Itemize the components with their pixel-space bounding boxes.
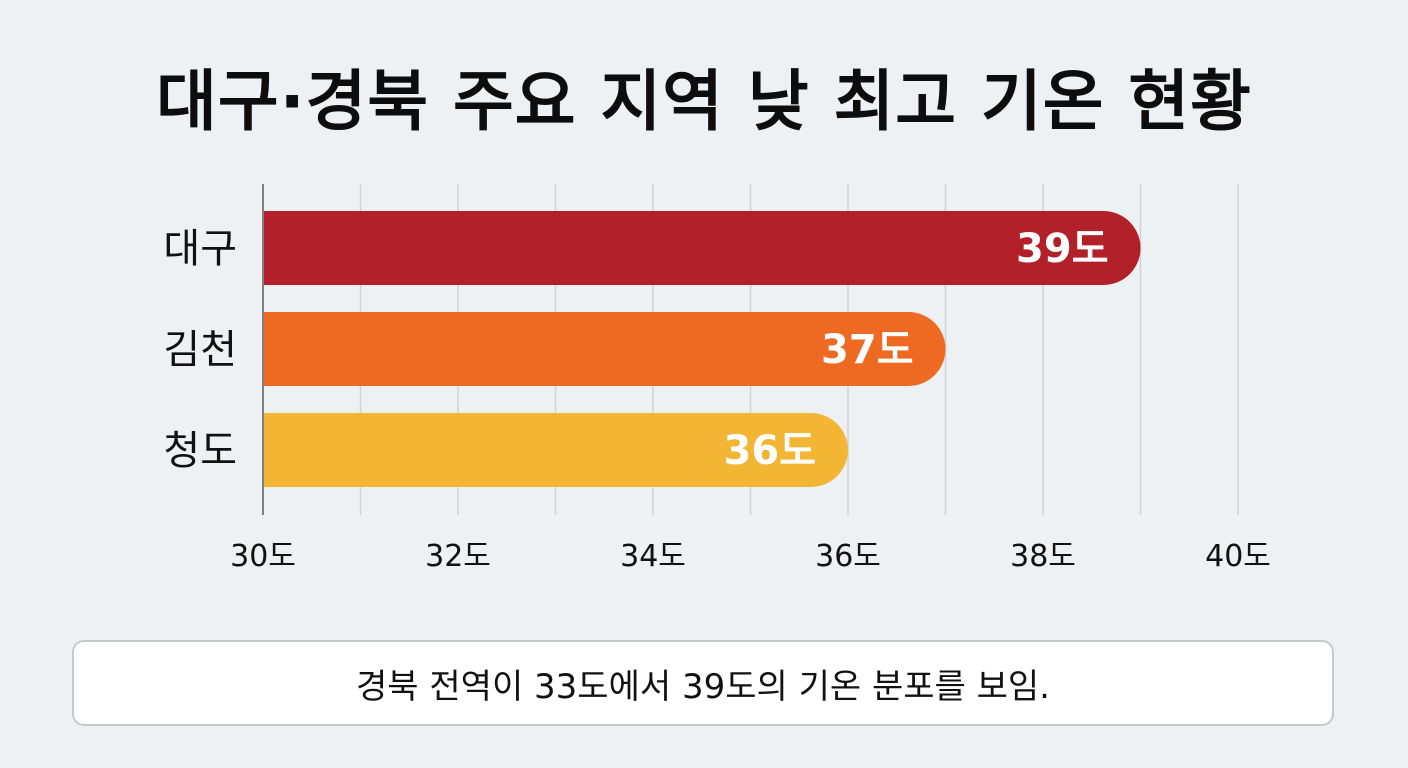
bar-1 (263, 211, 1141, 285)
category-label: 김천 (163, 327, 237, 373)
summary-note-text: 경북 전역이 33도에서 39도의 기온 분포를 보임. (356, 666, 1050, 707)
bar-2 (263, 312, 946, 386)
x-tick-label: 38도 (1010, 539, 1076, 574)
x-tick-label: 34도 (620, 539, 686, 574)
x-tick-label: 36도 (815, 539, 881, 574)
x-tick-label: 40도 (1205, 539, 1271, 574)
chart-title: 대구·경북 주요 지역 낮 최고 기온 현황 (156, 63, 1252, 140)
category-label: 청도 (163, 428, 237, 474)
data-label: 36도 (724, 428, 816, 474)
data-label: 37도 (821, 327, 913, 373)
bar-3 (263, 413, 848, 487)
data-label: 39도 (1016, 226, 1108, 272)
summary-note-box: 경북 전역이 33도에서 39도의 기온 분포를 보임. (72, 640, 1334, 726)
x-tick-label: 30도 (230, 539, 296, 574)
category-label: 대구 (163, 226, 237, 272)
x-tick-label: 32도 (425, 539, 491, 574)
